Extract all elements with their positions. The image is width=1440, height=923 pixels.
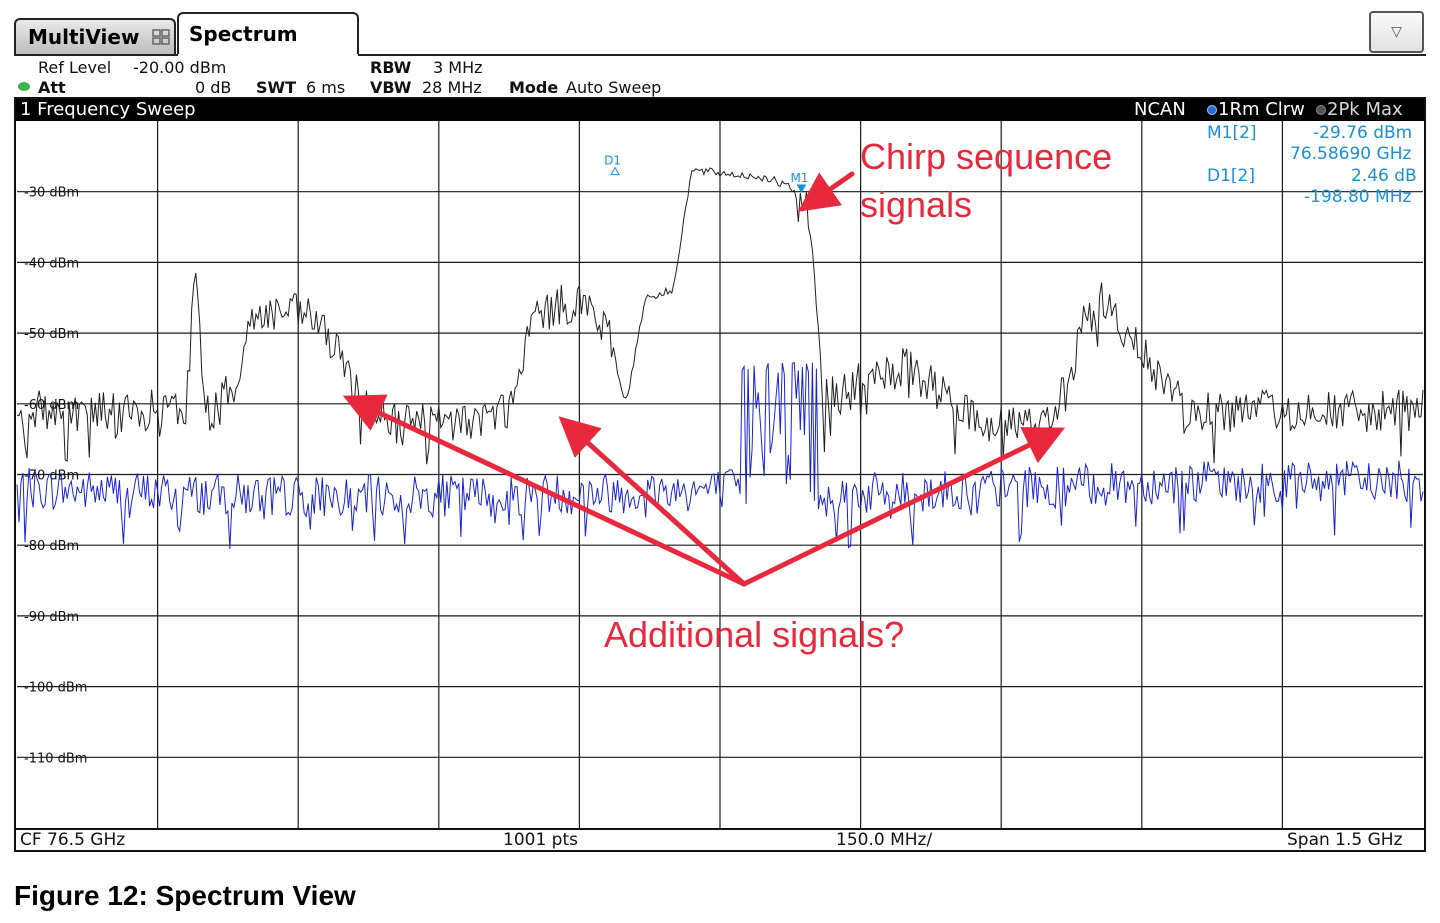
detector-label: NCAN — [1134, 99, 1186, 120]
tab-bar: MultiView Spectrum ▽ — [0, 0, 1440, 58]
d1-readout-level: 2.46 dB — [1351, 166, 1417, 186]
m1-readout-frequency: 76.58690 GHz — [1290, 144, 1412, 164]
marker-m1 — [796, 184, 807, 194]
ref-level-value: -20.00 dBm — [133, 58, 227, 77]
annotation-arrow — [342, 394, 747, 587]
trace2-label: 2Pk Max — [1327, 99, 1403, 120]
rbw-label: RBW — [370, 58, 412, 77]
frequency-per-division: 150.0 MHz/ — [836, 830, 933, 850]
trace1-indicator-icon — [1207, 105, 1217, 115]
marker-d1 — [610, 166, 620, 176]
m1-readout-label: M1[2] — [1207, 123, 1257, 143]
annotation-additional: Additional signals? — [604, 614, 905, 655]
tab-multiview-label: MultiView — [28, 25, 140, 49]
marker-layer: D1 M1 — [604, 154, 808, 194]
y-tick-label: -40 dBm — [24, 256, 79, 271]
att-status-icon — [18, 82, 30, 91]
marker-tag-d1: D1 — [604, 154, 621, 168]
att-label: Att — [38, 78, 66, 97]
y-tick-label: -110 dBm — [24, 751, 87, 766]
tab-spectrum[interactable]: Spectrum — [177, 12, 359, 56]
y-tick-labels: -30 dBm-40 dBm-50 dBm-60 dBm-70 dBm-80 d… — [24, 186, 87, 767]
marker-tag-m1: M1 — [790, 171, 808, 185]
tab-multiview[interactable]: MultiView — [14, 18, 176, 54]
mode-value: Auto Sweep — [566, 78, 662, 97]
annotation-chirp-line2: signals — [860, 184, 973, 225]
annotation-arrow — [741, 427, 1065, 587]
vbw-value: 28 MHz — [422, 78, 482, 97]
center-frequency: CF 76.5 GHz — [20, 830, 126, 850]
plot-grid — [17, 121, 1423, 828]
y-tick-label: -30 dBm — [24, 186, 79, 201]
trace-clrw-line — [16, 362, 1424, 550]
d1-readout-frequency: -198.80 MHz — [1304, 187, 1412, 207]
window-header: 1 Frequency Sweep NCAN 1Rm Clrw 2Pk Max — [16, 99, 1424, 121]
figure-caption: Figure 12: Spectrum View — [14, 880, 356, 911]
rbw-value: 3 MHz — [433, 58, 483, 77]
trace2-indicator-icon — [1316, 105, 1326, 115]
m1-readout-level: -29.76 dBm — [1313, 123, 1413, 143]
vbw-label: VBW — [370, 78, 412, 97]
mode-label: Mode — [509, 78, 559, 97]
window-title: 1 Frequency Sweep — [20, 99, 196, 120]
multiview-grid-icon — [152, 29, 170, 45]
annotation-arrow — [797, 171, 855, 212]
y-tick-label: -80 dBm — [24, 539, 79, 554]
frequency-span: Span 1.5 GHz — [1287, 830, 1403, 850]
traces — [16, 167, 1424, 550]
y-tick-label: -60 dBm — [24, 398, 79, 413]
dropdown-button[interactable]: ▽ — [1369, 11, 1424, 53]
tab-spectrum-label: Spectrum — [189, 22, 298, 46]
d1-readout-label: D1[2] — [1207, 166, 1255, 186]
annotation-arrow — [558, 416, 747, 587]
trace1-label: 1Rm Clrw — [1218, 99, 1305, 120]
sweep-points: 1001 pts — [503, 830, 578, 850]
trace-max-line — [16, 167, 1424, 465]
annotation-arrows — [342, 171, 1065, 587]
plot-footer: CF 76.5 GHz 1001 pts 150.0 MHz/ Span 1.5… — [16, 828, 1424, 850]
triangle-down-icon: ▽ — [1391, 24, 1402, 40]
swt-label: SWT — [256, 78, 297, 97]
tab-divider-gap — [178, 54, 358, 56]
y-tick-label: -100 dBm — [24, 681, 87, 696]
y-tick-label: -50 dBm — [24, 327, 79, 342]
tab-divider — [14, 54, 1426, 56]
att-value: 0 dB — [195, 78, 232, 97]
y-tick-label: -90 dBm — [24, 610, 79, 625]
annotation-chirp-line1: Chirp sequence — [860, 136, 1113, 177]
swt-value: 6 ms — [306, 78, 346, 97]
ref-level-label: Ref Level — [38, 58, 112, 77]
